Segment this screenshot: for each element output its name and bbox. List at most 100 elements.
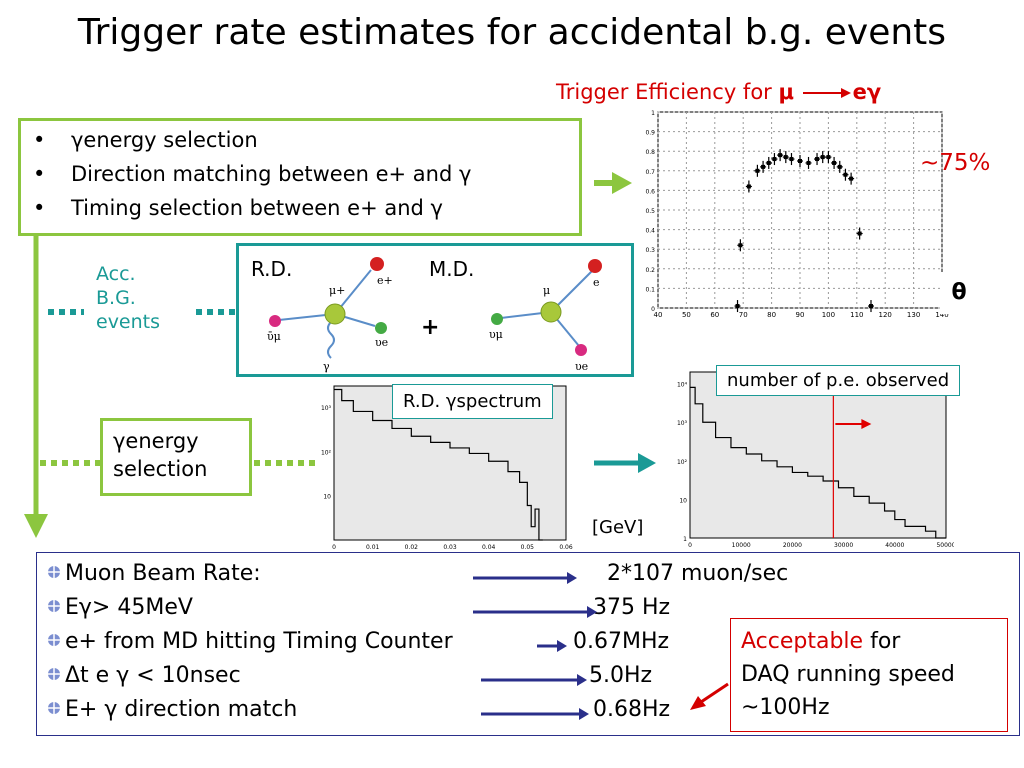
md-center-label: μ xyxy=(543,284,550,297)
x-tick-label: 20000 xyxy=(783,542,802,549)
antineutrino-particle-icon xyxy=(269,315,281,327)
y-tick-label: 1 xyxy=(683,536,687,543)
x-tick-label: 40 xyxy=(654,311,663,319)
bullet-icon xyxy=(48,702,60,714)
rate-value: 2*107 muon/sec xyxy=(607,561,789,586)
gev-unit-label: [GeV] xyxy=(592,517,644,538)
x-tick-label: 50000 xyxy=(936,542,954,549)
rate-arrow-icon xyxy=(537,640,567,652)
data-point xyxy=(782,151,789,164)
acceptable-word: Acceptable xyxy=(741,629,864,654)
x-tick-label: 10000 xyxy=(732,542,751,549)
x-tick-label: 80 xyxy=(767,311,776,319)
rd-numu-label: ῡμ xyxy=(267,330,281,343)
rate-value: 5.0Hz xyxy=(589,663,653,688)
y-tick-label: 10 xyxy=(679,497,687,504)
bullet-icon xyxy=(48,634,60,646)
x-tick-label: 0 xyxy=(688,542,692,549)
y-tick-label: 0.3 xyxy=(645,247,655,254)
data-point xyxy=(819,151,826,164)
rate-name: E+ γ direction match xyxy=(65,697,298,722)
acceptable-for: for xyxy=(863,629,901,654)
data-point xyxy=(856,227,863,240)
positron-particle-icon xyxy=(370,257,384,271)
acc-bg-line: events xyxy=(96,311,161,333)
efficiency-label: Trigger Efficiency for μ eγ xyxy=(556,80,881,104)
list-item: Direction matching between e+ and γ xyxy=(33,157,471,191)
y-tick-label: 10 xyxy=(323,494,331,501)
rate-arrow-icon xyxy=(481,674,587,686)
y-tick-label: 10⁴ xyxy=(677,382,688,389)
y-tick-label: 0.7 xyxy=(645,169,655,176)
y-tick-label: 10² xyxy=(677,459,688,466)
data-point xyxy=(805,156,812,169)
x-tick-label: 0.02 xyxy=(405,544,419,551)
data-point xyxy=(848,172,855,185)
x-tick-label: 50 xyxy=(682,311,691,319)
data-point xyxy=(836,160,843,173)
data-point xyxy=(771,153,778,166)
data-point xyxy=(788,153,795,166)
neutrino-particle-icon xyxy=(375,322,387,334)
rate-value: 0.68Hz xyxy=(593,697,671,722)
rate-row: Muon Beam Rate: xyxy=(47,561,261,586)
rate-row: Δt e γ < 10nsec xyxy=(47,663,241,688)
slide-title: Trigger rate estimates for accidental b.… xyxy=(77,12,947,53)
x-tick-label: 30000 xyxy=(834,542,853,549)
y-tick-label: 0.2 xyxy=(645,267,655,274)
y-tick-label: 10³ xyxy=(321,405,332,412)
efficiency-label-prefix: Trigger Efficiency for xyxy=(556,80,779,104)
data-point xyxy=(754,164,761,177)
x-tick-label: 70 xyxy=(739,311,748,319)
rate-arrow-icon xyxy=(473,572,577,584)
x-tick-label: 130 xyxy=(907,311,920,319)
y-tick-label: 10² xyxy=(321,449,332,456)
acc-bg-line: Acc. xyxy=(96,263,136,285)
rate-arrow-icon xyxy=(481,708,589,720)
x-tick-label: 140 xyxy=(935,311,948,319)
data-point xyxy=(825,151,832,164)
electron-particle-icon xyxy=(588,259,602,273)
decay-arrow-icon xyxy=(802,88,851,98)
data-point xyxy=(765,156,772,169)
muon-particle-icon xyxy=(324,303,346,325)
plus-sign: + xyxy=(421,315,439,340)
y-tick-label: 0.6 xyxy=(645,188,655,195)
rd-nue-label: υe xyxy=(375,336,388,349)
egamma-line: γenergy xyxy=(113,429,199,453)
rate-row: e+ from MD hitting Timing Counter xyxy=(47,629,453,654)
y-tick-label: 0 xyxy=(651,306,655,313)
rd-label: R.D. xyxy=(251,257,292,281)
selection-list: γenergy selection Direction matching bet… xyxy=(33,123,471,225)
rate-name: Eγ> 45MeV xyxy=(65,595,193,620)
rate-arrow-icon xyxy=(473,606,597,618)
antineutrino-particle-icon xyxy=(575,344,587,356)
rate-row: Eγ> 45MeV xyxy=(47,595,193,620)
x-tick-label: 110 xyxy=(850,311,863,319)
acceptable-line2: DAQ running speed xyxy=(741,662,955,687)
pe-observed-label: number of p.e. observed xyxy=(716,365,961,396)
data-point xyxy=(745,180,752,193)
data-point xyxy=(831,156,838,169)
bullet-icon xyxy=(48,600,60,612)
rate-name: e+ from MD hitting Timing Counter xyxy=(65,629,453,654)
x-tick-label: 60 xyxy=(710,311,719,319)
histogram-line xyxy=(690,386,946,539)
data-point xyxy=(814,153,821,166)
x-tick-label: 0 xyxy=(332,544,336,551)
x-tick-label: 0.03 xyxy=(443,544,457,551)
md-label: M.D. xyxy=(429,257,474,281)
rd-gamma-label: γ xyxy=(323,360,330,373)
data-point xyxy=(734,300,741,313)
acc-bg-label: Acc. B.G. events xyxy=(96,262,160,334)
egamma-symbol: eγ xyxy=(852,80,882,104)
md-nue-label: υe xyxy=(575,360,588,373)
neutrino-particle-icon xyxy=(491,313,503,325)
x-tick-label: 0.01 xyxy=(366,544,380,551)
x-tick-label: 120 xyxy=(879,311,892,319)
muon-particle-icon xyxy=(540,301,562,323)
y-tick-label: 0.9 xyxy=(645,130,655,137)
mu-symbol: μ xyxy=(778,80,794,104)
bullet-icon xyxy=(48,668,60,680)
